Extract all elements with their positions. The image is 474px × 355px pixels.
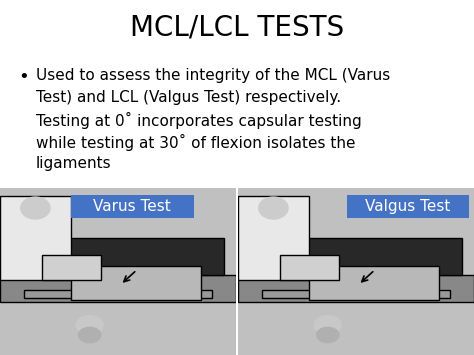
FancyBboxPatch shape — [262, 290, 450, 297]
FancyBboxPatch shape — [281, 255, 339, 280]
Text: MCL/LCL TESTS: MCL/LCL TESTS — [130, 14, 344, 42]
Ellipse shape — [75, 315, 104, 335]
FancyBboxPatch shape — [238, 275, 474, 301]
Text: Valgus Test: Valgus Test — [365, 199, 451, 214]
Ellipse shape — [316, 327, 339, 343]
Ellipse shape — [78, 327, 101, 343]
FancyBboxPatch shape — [43, 255, 101, 280]
FancyBboxPatch shape — [238, 196, 309, 280]
Ellipse shape — [313, 315, 342, 335]
Ellipse shape — [258, 196, 289, 220]
FancyBboxPatch shape — [0, 188, 236, 355]
Ellipse shape — [20, 196, 51, 220]
Text: Varus Test: Varus Test — [93, 199, 171, 214]
FancyBboxPatch shape — [297, 238, 462, 275]
FancyBboxPatch shape — [0, 275, 236, 301]
Text: •: • — [18, 68, 29, 86]
FancyBboxPatch shape — [236, 188, 238, 355]
FancyBboxPatch shape — [71, 195, 193, 218]
Text: Test) and LCL (Valgus Test) respectively.: Test) and LCL (Valgus Test) respectively… — [36, 90, 341, 105]
FancyBboxPatch shape — [24, 290, 212, 297]
FancyBboxPatch shape — [71, 267, 201, 300]
Text: while testing at 30˚ of flexion isolates the: while testing at 30˚ of flexion isolates… — [36, 134, 356, 151]
FancyBboxPatch shape — [238, 188, 474, 355]
Text: Testing at 0˚ incorporates capsular testing: Testing at 0˚ incorporates capsular test… — [36, 112, 362, 129]
Text: ligaments: ligaments — [36, 156, 111, 171]
FancyBboxPatch shape — [309, 267, 438, 300]
FancyBboxPatch shape — [346, 195, 469, 218]
Text: Used to assess the integrity of the MCL (Varus: Used to assess the integrity of the MCL … — [36, 68, 390, 83]
FancyBboxPatch shape — [0, 196, 71, 280]
FancyBboxPatch shape — [59, 238, 224, 275]
